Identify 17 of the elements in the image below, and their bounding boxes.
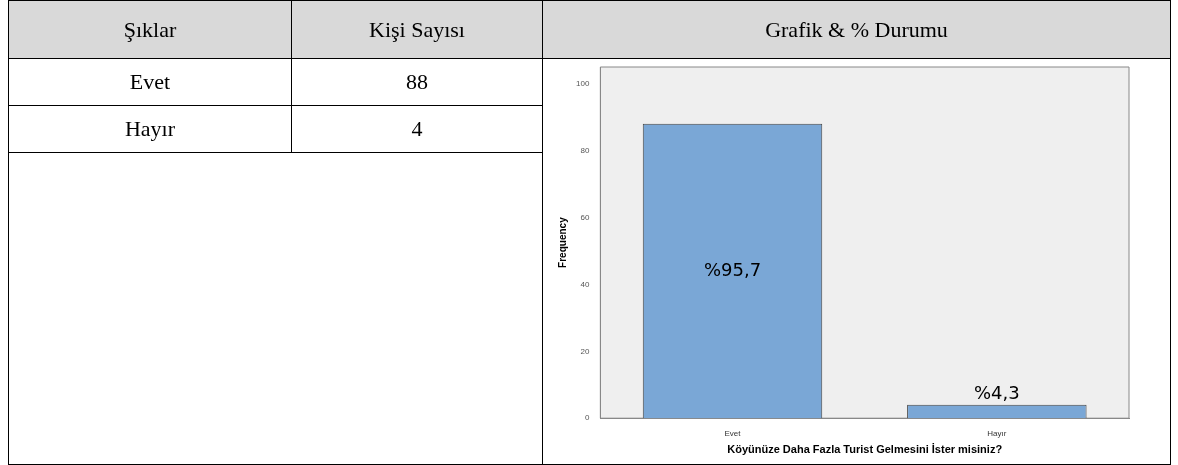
chart-title: Grafik & % Durumu xyxy=(542,0,1171,59)
y-tick-label: 0 xyxy=(584,413,590,423)
y-tick-label: 100 xyxy=(575,78,590,88)
y-tick-label: 60 xyxy=(580,212,590,222)
annotation: %4,3 xyxy=(973,382,1020,404)
text: Şıklar xyxy=(8,0,292,59)
annotation: %95,7 xyxy=(703,258,762,280)
text: 88 xyxy=(291,58,543,106)
x-axis-title: Köyünüze Daha Fazla Turist Gelmesini İster misiniz? xyxy=(727,443,1003,456)
y-tick-label: 20 xyxy=(580,346,590,356)
category-label: Evet xyxy=(129,69,171,94)
y-tick-label: 40 xyxy=(580,279,590,289)
text: 4 xyxy=(291,105,543,153)
category-label: Hayır xyxy=(124,116,176,141)
y-tick-label: 80 xyxy=(580,145,590,155)
y-axis-title: Frequency xyxy=(556,216,568,268)
text: Kişi Sayısı xyxy=(291,0,543,59)
